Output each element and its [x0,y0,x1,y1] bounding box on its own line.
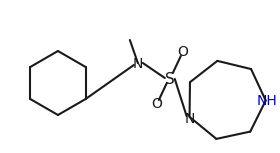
Text: O: O [151,97,162,111]
Text: O: O [177,45,188,59]
Text: NH: NH [256,95,277,108]
Text: N: N [133,57,143,71]
Text: S: S [165,71,175,86]
Text: N: N [184,112,195,126]
